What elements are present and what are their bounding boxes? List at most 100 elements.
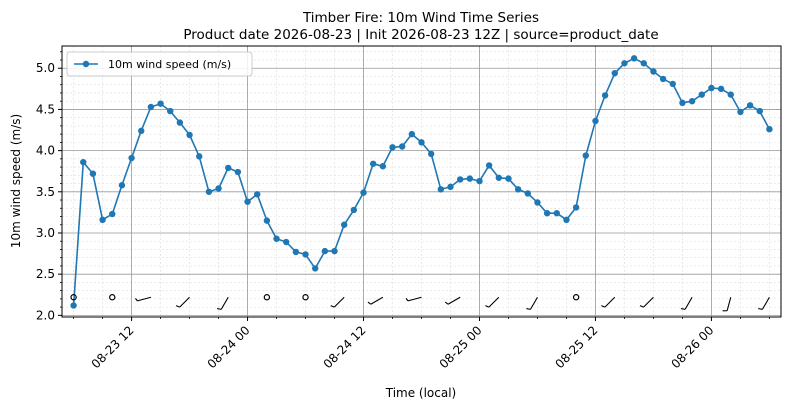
y-tick-label: 2.5: [36, 267, 55, 281]
data-point: [273, 235, 280, 242]
data-point: [167, 107, 174, 115]
data-point: [505, 175, 512, 182]
data-point: [254, 191, 261, 198]
data-point: [109, 210, 116, 218]
data-point: [698, 91, 705, 98]
wind-barb-flag: [367, 301, 372, 305]
data-point: [650, 68, 657, 75]
y-axis-label: 10m wind speed (m/s): [9, 114, 23, 248]
wind-barb-staff: [220, 296, 229, 310]
legend-box: [66, 51, 253, 77]
y-tick-label: 4.0: [36, 144, 55, 158]
data-point: [485, 162, 493, 169]
wind-barb-staff: [370, 296, 384, 305]
data-point: [611, 69, 618, 77]
data-point: [418, 139, 425, 146]
data-point: [630, 55, 638, 62]
data-point: [283, 238, 290, 246]
major-grid: [62, 46, 781, 317]
data-point: [601, 92, 609, 99]
data-point: [379, 163, 387, 170]
calm-wind-marker: [70, 294, 77, 301]
x-tick-label: 08-25 00: [437, 323, 485, 371]
data-point: [727, 91, 734, 98]
data-point: [592, 117, 599, 125]
data-point: [147, 103, 155, 111]
data-point: [331, 247, 338, 255]
data-point: [205, 188, 213, 195]
wind-barb-flag: [405, 298, 409, 302]
chart-title: Timber Fire: 10m Wind Time Series: [302, 10, 539, 26]
data-point: [756, 107, 763, 115]
y-tick-label: 3.0: [36, 226, 55, 240]
wind-barb-flag: [216, 308, 222, 310]
data-point: [340, 221, 348, 228]
wind-barb-flag: [135, 298, 138, 302]
data-point: [302, 251, 309, 258]
x-tick-label: 08-24 12: [321, 323, 369, 371]
legend-marker-swatch: [82, 60, 90, 68]
data-point: [389, 144, 396, 151]
data-point: [321, 247, 329, 255]
data-point: [746, 102, 754, 109]
data-point: [456, 176, 464, 183]
x-tick-label: 08-23 12: [89, 323, 137, 371]
minor-grid: [62, 46, 781, 317]
wind-barb-flag: [485, 305, 490, 308]
data-point: [215, 185, 222, 192]
legend-label: 10m wind speed (m/s): [108, 58, 231, 71]
wind-barb-flag: [601, 305, 606, 308]
data-point: [466, 175, 474, 182]
wind-barb-flag: [330, 305, 335, 308]
wind-barb-staff: [488, 296, 500, 308]
data-point: [447, 183, 454, 191]
data-point: [128, 154, 135, 162]
data-point: [244, 198, 251, 205]
calm-wind-marker: [263, 294, 271, 301]
data-point: [360, 189, 367, 196]
y-tick-label: 2.0: [36, 308, 55, 322]
data-point: [534, 199, 541, 206]
wind-barb-flag: [526, 308, 531, 310]
wind-barb-staff: [604, 296, 616, 308]
y-tick-label: 5.0: [36, 61, 55, 75]
y-axis: 2.0 2.5 3.0 3.5 4.0 4.5 5.0: [36, 51, 62, 322]
data-point: [234, 168, 242, 176]
data-point: [70, 302, 77, 309]
data-point: [427, 150, 435, 158]
data-point: [582, 152, 589, 159]
wind-barb-flag: [680, 308, 686, 310]
data-point: [311, 265, 319, 272]
wind-barb-staff: [333, 296, 345, 308]
wind-barb-staff: [529, 296, 538, 310]
data-point: [621, 60, 628, 67]
data-point: [118, 182, 126, 189]
data-point: [225, 164, 232, 172]
wind-barb-staff: [761, 296, 770, 310]
data-point: [669, 80, 676, 88]
data-point: [495, 174, 503, 181]
data-point: [553, 210, 560, 217]
data-point: [717, 85, 725, 93]
data-point: [659, 75, 667, 83]
data-point: [543, 210, 551, 217]
x-tick-label: 08-25 12: [553, 323, 601, 371]
data-point: [369, 160, 377, 167]
calm-wind-marker: [109, 294, 116, 301]
wind-barb-staff: [643, 296, 654, 308]
calm-wind-marker: [302, 294, 309, 301]
x-tick-label: 08-26 00: [668, 323, 716, 371]
wind-barb-layer: [70, 294, 770, 312]
wind-barb-flag: [175, 305, 180, 308]
y-tick-label: 4.5: [36, 102, 55, 116]
x-axis-label: Time (local): [385, 386, 457, 400]
data-point: [176, 119, 184, 126]
data-point: [157, 100, 164, 107]
legend: 10m wind speed (m/s): [66, 51, 253, 77]
data-point: [514, 186, 522, 193]
wind-barb-staff: [179, 296, 190, 308]
data-point: [292, 248, 300, 256]
series-layer: [70, 55, 773, 309]
data-point: [138, 127, 145, 135]
calm-wind-marker: [572, 294, 580, 301]
